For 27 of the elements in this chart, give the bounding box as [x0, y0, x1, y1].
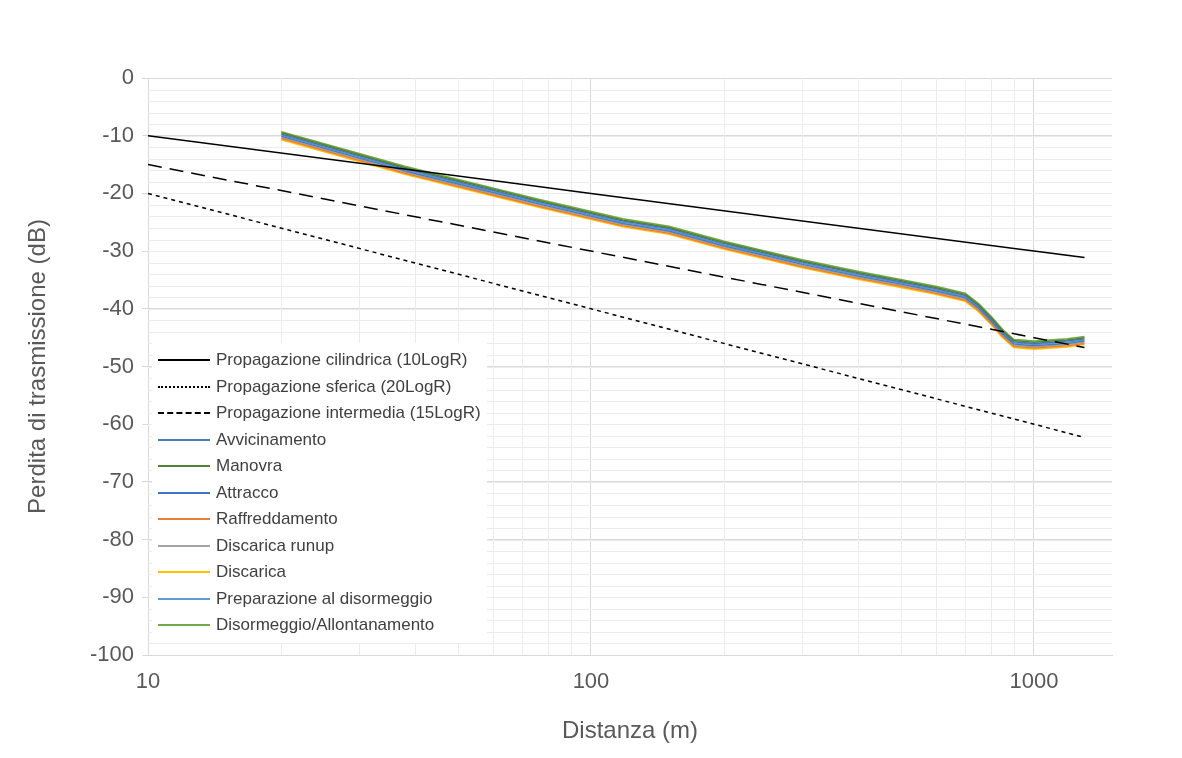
legend-label: Discarica: [216, 561, 286, 583]
legend-label: Avvicinamento: [216, 428, 327, 451]
y-tick-label: -50: [102, 352, 134, 378]
y-tick-label: 0: [121, 64, 134, 90]
y-tick-label: -10: [102, 121, 134, 147]
y-tick-label: -30: [102, 237, 134, 263]
x-axis-title: Distanza (m): [561, 716, 699, 744]
x-tick-label: 100: [572, 668, 610, 694]
y-tick-label: -90: [102, 583, 134, 609]
legend-label: Propagazione intermedia (15LogR): [216, 402, 481, 424]
y-tick-label: -80: [102, 525, 134, 551]
legend-label: Preparazione al disormeggio: [216, 587, 433, 610]
legend-label: Propagazione cilindrica (10LogR): [216, 349, 468, 371]
y-tick-label: -40: [102, 294, 134, 320]
y-tick-label: -60: [102, 410, 134, 436]
y-tick-label: -70: [102, 467, 134, 493]
legend-label: Manovra: [216, 455, 283, 477]
legend-label: Disormeggio/Allontanamento: [216, 614, 435, 636]
x-tick-label: 1000: [1009, 668, 1059, 694]
y-tick-label: -100: [89, 641, 134, 667]
legend-label: Attracco: [216, 481, 279, 504]
legend-label: Raffreddamento: [216, 508, 338, 530]
legend-label: Discarica runup: [216, 534, 335, 557]
y-tick-label: -20: [102, 179, 134, 205]
y-axis-title: Perdita di trasmissione (dB): [23, 219, 51, 514]
legend-label: Propagazione sferica (20LogR): [216, 375, 452, 398]
x-tick-label: 10: [135, 668, 161, 694]
